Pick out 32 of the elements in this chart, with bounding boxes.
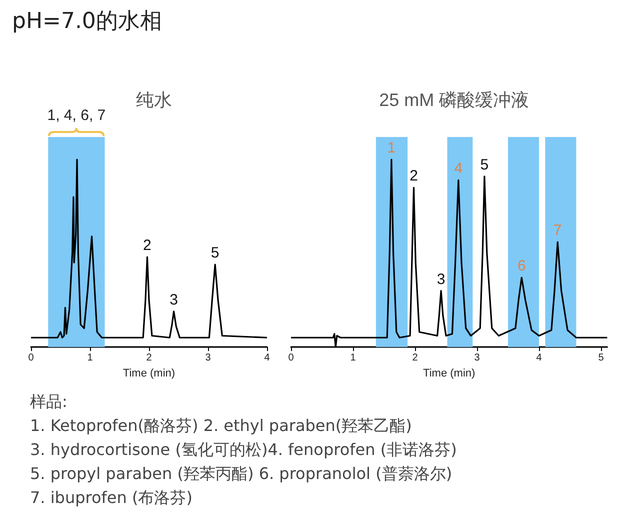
x-tick-label: 4	[264, 352, 270, 364]
x-tick-label: 2	[412, 352, 418, 364]
text: 3. hydrocortisone (氢化可的松)4. fenoprofen (非诺洛芬)	[30, 440, 457, 461]
x-axis-title: Time (min)	[122, 367, 176, 380]
annotation: 4	[454, 160, 463, 178]
annotation: 2	[410, 168, 418, 185]
annotation: 6	[517, 258, 526, 275]
text: 5. propyl paraben (羟苯丙酯) 6. propranolol (普萘洛尔)	[30, 464, 452, 485]
x-axis-title: Time (min)	[423, 367, 476, 380]
text: 样品:	[30, 392, 68, 413]
text: pH=7.0的水相	[12, 8, 162, 36]
annotation: 3	[170, 291, 178, 308]
annotation: 5	[210, 244, 220, 262]
text: 7. ibuprofen (布洛芬)	[30, 488, 192, 509]
annotation: 1	[387, 140, 396, 156]
x-tick-label: 3	[205, 352, 212, 364]
annotation: 2	[143, 237, 152, 254]
annotation: 7	[553, 222, 562, 239]
annotation: 5	[480, 156, 489, 174]
x-tick-label: 2	[146, 352, 152, 364]
x-tick-label: 0	[28, 352, 34, 364]
x-tick-label: 3	[474, 352, 480, 364]
chart-title: 25 mM 磷酸缓冲液	[379, 90, 530, 110]
band-label: 1, 4, 6, 7	[47, 107, 106, 124]
x-tick-label: 0	[288, 352, 294, 364]
x-tick-label: 4	[536, 352, 542, 364]
x-tick-label: 5	[598, 352, 604, 364]
x-tick-label: 1	[87, 352, 94, 364]
text: 1. Ketoprofen(酪洛芬) 2. ethyl paraben(羟苯乙酯)	[30, 416, 412, 437]
annotation: 3	[436, 270, 446, 288]
x-tick-label: 1	[350, 352, 356, 364]
chart-title: 纯水	[136, 90, 172, 110]
